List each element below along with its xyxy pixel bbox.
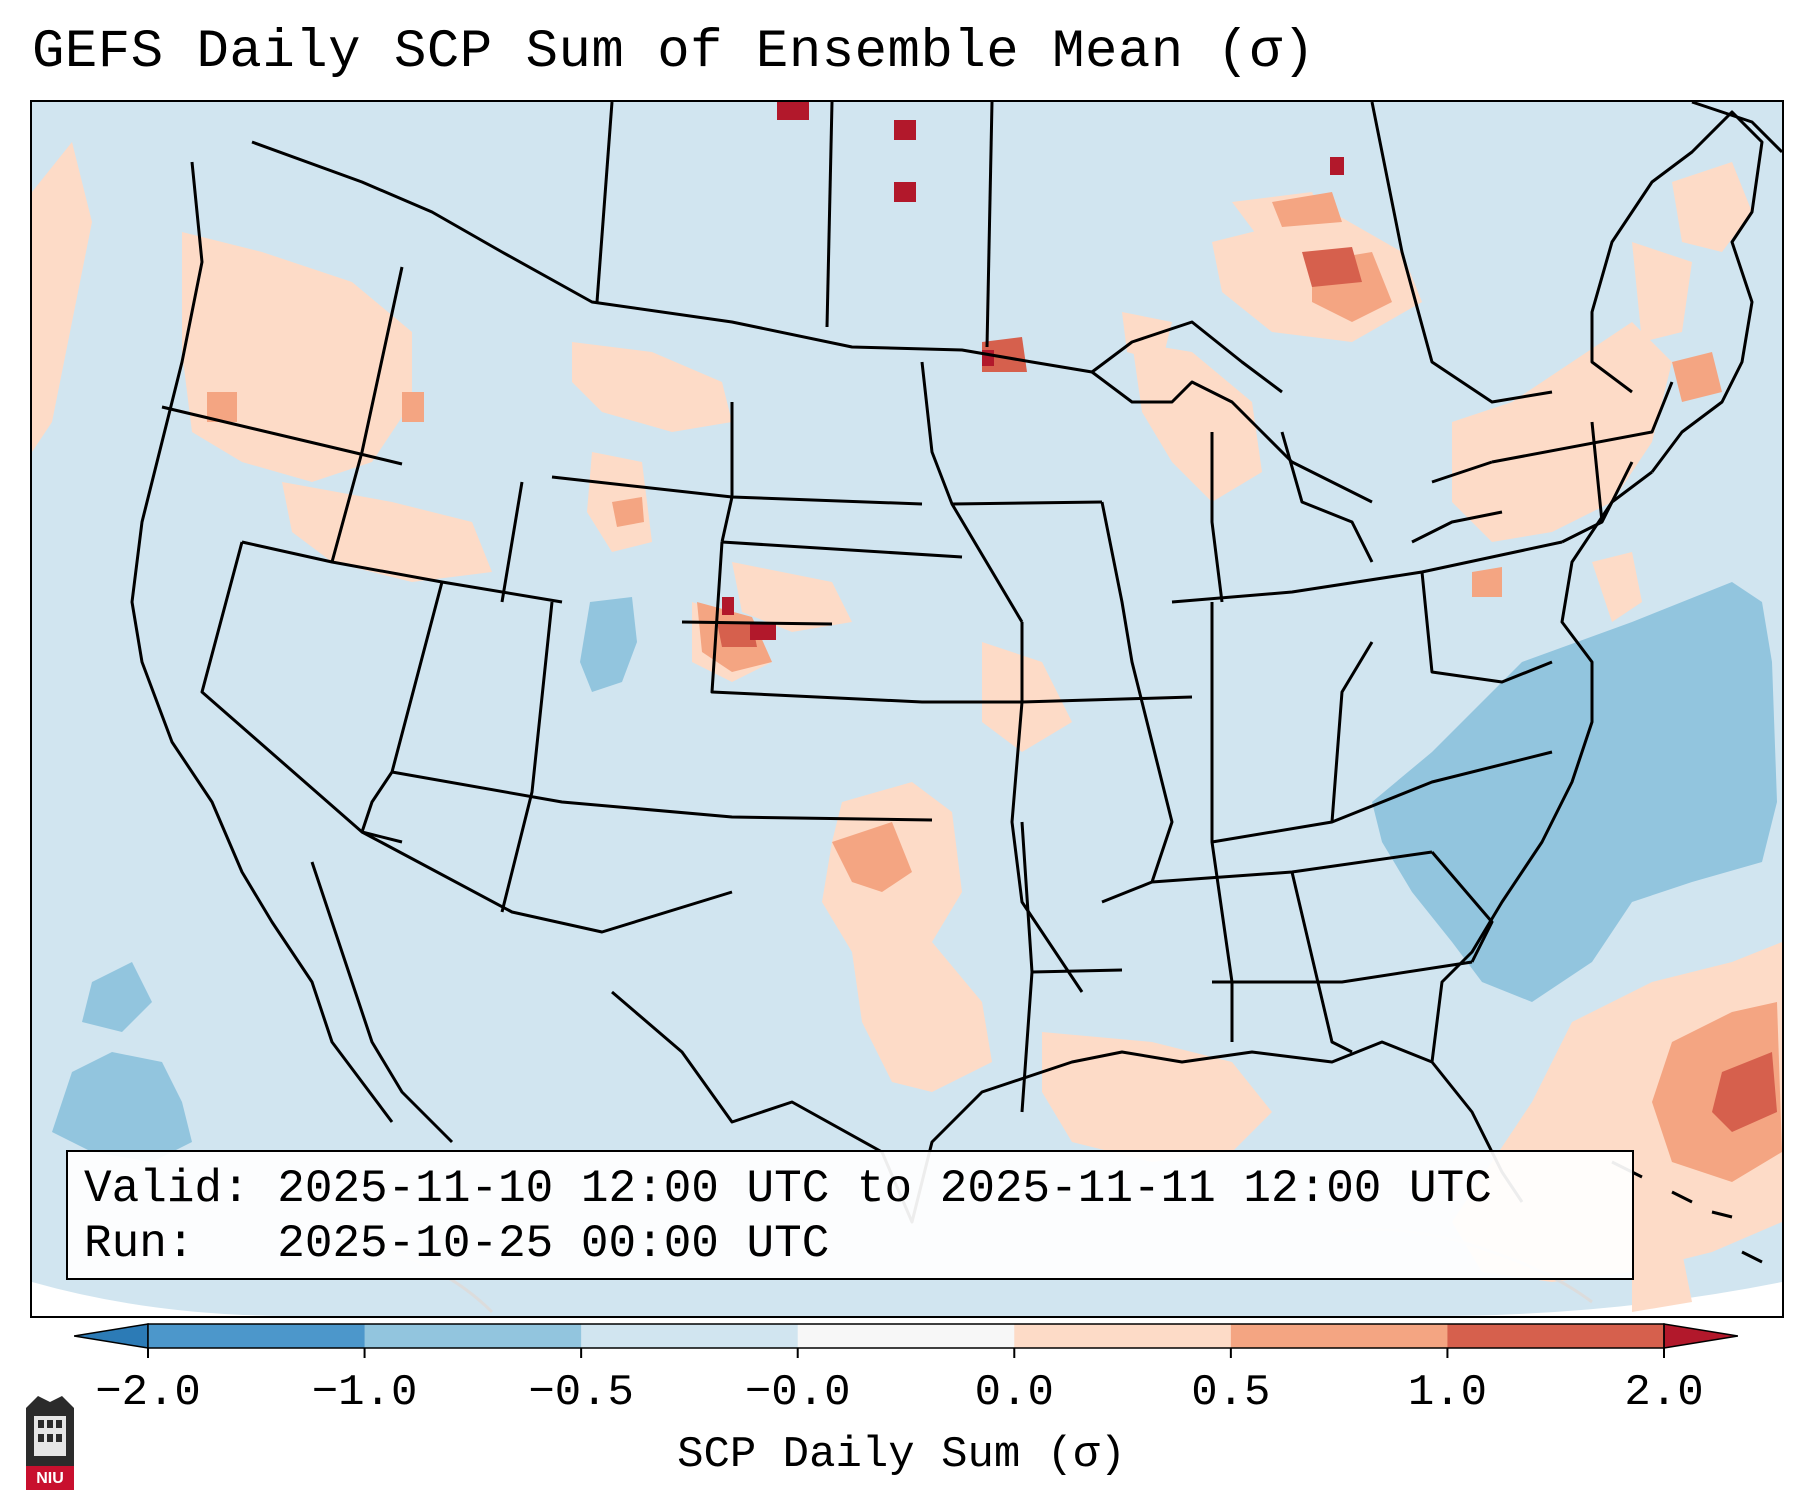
colorbar-segment bbox=[148, 1324, 366, 1348]
colorbar-segment bbox=[1447, 1324, 1665, 1348]
colorbar-tick-label: 0.0 bbox=[974, 1368, 1054, 1418]
map-panel bbox=[30, 100, 1784, 1318]
colorbar-tick-label: −0.0 bbox=[744, 1368, 851, 1418]
colorbar-tick-label: 1.0 bbox=[1407, 1368, 1488, 1418]
colorbar-tick-label: −2.0 bbox=[95, 1368, 201, 1418]
political-borders bbox=[130, 102, 1782, 1264]
niu-logo-icon bbox=[26, 1396, 74, 1490]
strong-positive-anomaly-regions bbox=[717, 247, 1777, 1132]
colorbar-outline bbox=[147, 1323, 1665, 1349]
colorbar-tick-label: −1.0 bbox=[311, 1368, 418, 1418]
colorbar-extend-left bbox=[73, 1323, 149, 1349]
colorbar-tick-label: 0.5 bbox=[1191, 1368, 1271, 1418]
colorbar-segment bbox=[1014, 1324, 1232, 1348]
valid-time-text: Valid: 2025-11-10 12:00 UTC to 2025-11-1… bbox=[84, 1163, 1492, 1215]
colorbar-label: SCP Daily Sum (σ) bbox=[677, 1430, 1126, 1480]
run-time-text: Run: 2025-10-25 00:00 UTC bbox=[84, 1218, 830, 1270]
colorbar-segment bbox=[1230, 1324, 1448, 1348]
colorbar-extend-right bbox=[1663, 1323, 1739, 1349]
colorbar-segment bbox=[797, 1324, 1015, 1348]
extreme-positive-anomaly-regions bbox=[722, 102, 1344, 640]
colorbar-tick-label: −0.5 bbox=[528, 1368, 634, 1418]
projection-background bbox=[32, 102, 1782, 1316]
validity-legend-box: Valid: 2025-11-10 12:00 UTC to 2025-11-1… bbox=[66, 1150, 1634, 1280]
colorbar-segment bbox=[581, 1324, 799, 1348]
map-title: GEFS Daily SCP Sum of Ensemble Mean (σ) bbox=[32, 22, 1316, 83]
colorbar-segment bbox=[364, 1324, 582, 1348]
colorbar-tick-label: 2.0 bbox=[1624, 1368, 1704, 1418]
colorbar bbox=[73, 1320, 1739, 1368]
niu-logo-text: NIU bbox=[36, 1470, 64, 1487]
map-canvas bbox=[32, 102, 1782, 1316]
colorbar-graphic bbox=[73, 1323, 1739, 1358]
negative-anomaly-regions bbox=[52, 582, 1777, 1162]
